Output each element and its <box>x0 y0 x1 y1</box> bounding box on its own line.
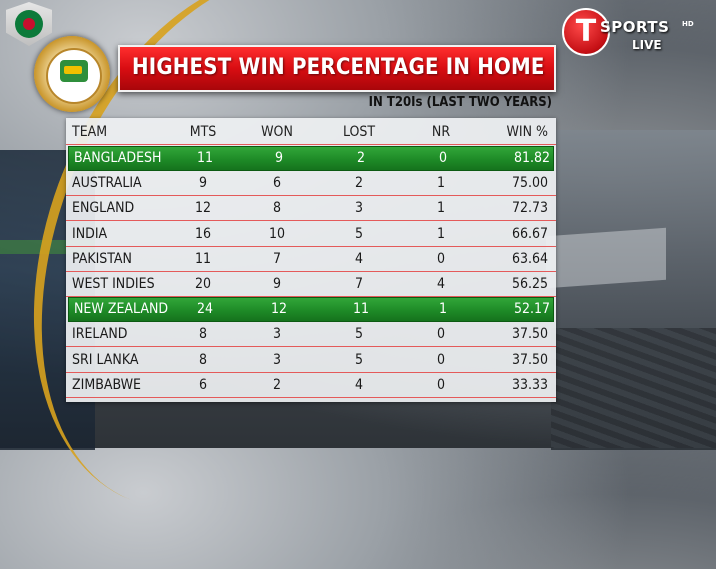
cell-team: PAKISTAN <box>72 250 132 267</box>
cell-lost: 5 <box>354 326 363 343</box>
cell-won: 12 <box>270 301 288 318</box>
cell-win: 81.82 <box>513 150 550 166</box>
cell-lost: 5 <box>354 225 363 242</box>
live-indicator: LIVE <box>632 38 662 52</box>
cell-mts: 8 <box>198 351 207 368</box>
cell-win: 66.67 <box>511 225 548 242</box>
cell-team: BANGLADESH <box>74 150 162 166</box>
cell-mts: 12 <box>194 200 212 217</box>
cell-nr: 0 <box>436 351 445 368</box>
emblem-trophy-icon <box>46 48 102 104</box>
table-row: ENGLAND 12 8 3 1 72.73 <box>66 196 556 222</box>
cell-nr: 0 <box>436 376 445 393</box>
cell-mts: 20 <box>194 276 212 292</box>
cell-mts: 9 <box>198 175 207 192</box>
cell-team: ENGLAND <box>72 200 135 217</box>
page-title: HIGHEST WIN PERCENTAGE IN HOME <box>132 55 545 80</box>
cell-win: 72.73 <box>511 200 548 217</box>
cell-nr: 0 <box>438 150 447 166</box>
cell-won: 6 <box>272 175 281 192</box>
stats-table: TEAM MTS WON LOST NR WIN % BANGLADESH 11 9… <box>66 118 556 402</box>
header-lost: LOST <box>342 124 376 140</box>
cell-team: IRELAND <box>72 326 128 343</box>
cell-mts: 11 <box>194 250 212 267</box>
tsports-letter: T <box>575 14 597 49</box>
cell-win: 75.00 <box>511 175 548 192</box>
subtitle: IN T20Is (LAST TWO YEARS) <box>368 95 552 110</box>
cell-won: 7 <box>272 250 281 267</box>
cell-win: 37.50 <box>511 351 548 368</box>
table-row: AUSTRALIA 9 6 2 1 75.00 <box>66 171 556 197</box>
table-row: NEW ZEALAND 24 12 11 1 52.17 <box>68 297 554 323</box>
cell-mts: 8 <box>198 326 207 343</box>
cell-nr: 1 <box>438 301 447 318</box>
cell-team: NEW ZEALAND <box>74 301 169 318</box>
cell-nr: 1 <box>436 200 445 217</box>
cell-team: SRI LANKA <box>72 351 139 368</box>
cell-won: 3 <box>272 351 281 368</box>
cell-nr: 4 <box>436 276 445 292</box>
cell-won: 10 <box>268 225 286 242</box>
cell-nr: 0 <box>436 250 445 267</box>
cell-lost: 5 <box>354 351 363 368</box>
tsports-brand: SPORTS <box>600 18 670 36</box>
cell-lost: 3 <box>354 200 363 217</box>
cell-nr: 0 <box>436 326 445 343</box>
cell-mts: 24 <box>196 301 214 318</box>
table-row: INDIA 16 10 5 1 66.67 <box>66 222 556 247</box>
table-row: SRI LANKA 8 3 5 0 37.50 <box>66 348 556 373</box>
table-row: PAKISTAN 11 7 4 0 63.64 <box>66 247 556 272</box>
cell-won: 2 <box>272 376 281 393</box>
table-row: WEST INDIES 20 9 7 4 56.25 <box>66 272 556 297</box>
cell-lost: 4 <box>354 376 363 393</box>
cell-team: WEST INDIES <box>72 276 155 292</box>
cell-team: AUSTRALIA <box>72 175 142 192</box>
stadium-ad-board <box>546 227 666 289</box>
cell-win: 37.50 <box>511 326 548 343</box>
header-nr: NR <box>431 124 451 140</box>
bcb-logo-icon <box>6 2 52 46</box>
cell-nr: 1 <box>436 225 445 242</box>
cell-mts: 11 <box>196 150 214 166</box>
header-won: WON <box>261 124 293 140</box>
cell-lost: 2 <box>354 175 363 192</box>
cell-win: 56.25 <box>511 276 548 292</box>
series-emblem-icon <box>34 36 110 112</box>
header-win-pct: WIN % <box>506 124 548 140</box>
cell-mts: 6 <box>198 376 207 393</box>
cell-won: 9 <box>274 150 283 166</box>
table-row: ZIMBABWE 6 2 4 0 33.33 <box>66 373 556 398</box>
table-row: BANGLADESH 11 9 2 0 81.82 <box>68 146 554 171</box>
cell-lost: 11 <box>352 301 370 318</box>
header-mts: MTS <box>189 124 217 140</box>
broadcaster-logo: T SPORTS HD LIVE <box>562 8 702 58</box>
cell-win: 52.17 <box>513 301 550 318</box>
title-banner: HIGHEST WIN PERCENTAGE IN HOME <box>118 45 556 92</box>
tsports-hd: HD <box>682 20 694 28</box>
cell-team: INDIA <box>72 225 108 242</box>
cell-win: 63.64 <box>511 250 548 267</box>
header-team: TEAM <box>72 124 108 140</box>
stadium-seats <box>551 328 716 448</box>
cell-lost: 7 <box>354 276 363 292</box>
cell-win: 33.33 <box>511 376 548 393</box>
cell-mts: 16 <box>194 225 212 242</box>
table-header-row: TEAM MTS WON LOST NR WIN % <box>66 120 556 145</box>
cell-won: 8 <box>272 200 281 217</box>
tsports-circle-icon: T <box>562 8 610 56</box>
cell-nr: 1 <box>436 175 445 192</box>
cell-lost: 4 <box>354 250 363 267</box>
table-row: IRELAND 8 3 5 0 37.50 <box>66 322 556 348</box>
cell-won: 9 <box>272 276 281 292</box>
cell-lost: 2 <box>356 150 365 166</box>
cell-won: 3 <box>272 326 281 343</box>
cell-team: ZIMBABWE <box>72 376 142 393</box>
